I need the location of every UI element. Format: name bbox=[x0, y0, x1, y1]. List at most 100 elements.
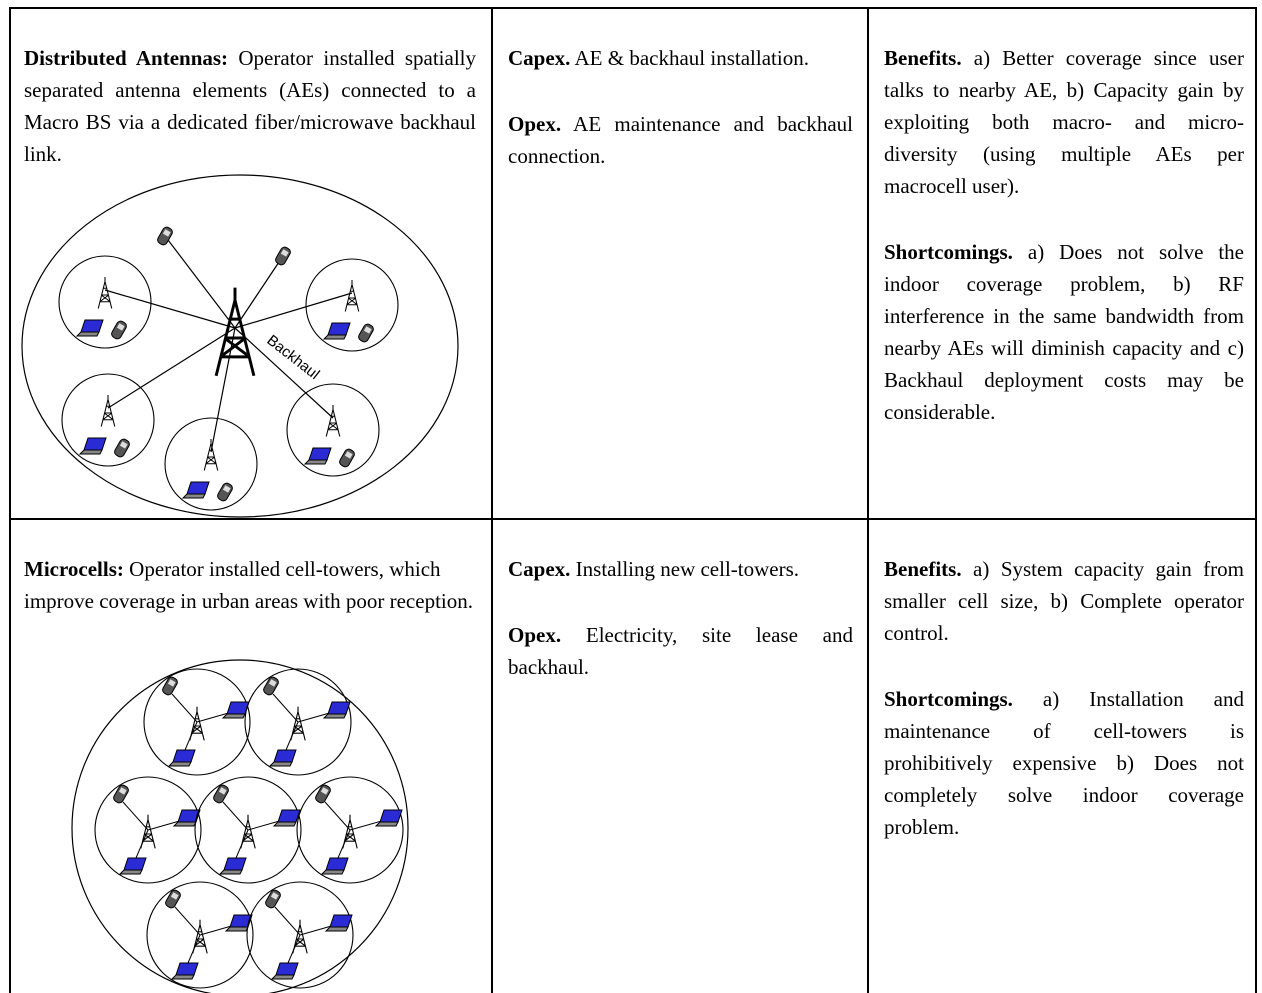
laptop-screen bbox=[273, 749, 297, 763]
link bbox=[297, 711, 334, 723]
macrocell bbox=[21, 174, 459, 518]
laptop-base bbox=[118, 869, 143, 875]
phone-screen bbox=[363, 326, 372, 334]
phone-body bbox=[339, 448, 355, 468]
text: AE maintenance and backhaul connection. bbox=[508, 112, 854, 168]
microcell bbox=[58, 255, 152, 349]
phone bbox=[339, 448, 355, 468]
tower-frame bbox=[325, 405, 341, 437]
tower bbox=[240, 814, 256, 849]
tower-frame bbox=[203, 439, 219, 471]
macrocell bbox=[71, 659, 409, 993]
heading: Opex. bbox=[508, 112, 562, 136]
link bbox=[247, 819, 284, 831]
laptop-base bbox=[167, 761, 192, 767]
phone bbox=[275, 246, 291, 266]
phone-body bbox=[275, 246, 291, 266]
tower bbox=[325, 405, 341, 437]
phone bbox=[111, 320, 127, 340]
laptop bbox=[118, 857, 147, 875]
tower bbox=[344, 280, 360, 312]
laptop bbox=[75, 319, 104, 337]
cell: Benefits. a) System capacity gain from s… bbox=[884, 553, 1244, 877]
laptop-screen bbox=[277, 809, 301, 823]
tower-frame bbox=[140, 814, 156, 849]
tower bbox=[192, 919, 208, 954]
laptop-screen bbox=[83, 437, 107, 451]
microcell bbox=[194, 776, 302, 884]
text: a) Does not solve the indoor coverage pr… bbox=[884, 240, 1244, 424]
phone-screen bbox=[167, 679, 176, 687]
microcell bbox=[164, 417, 258, 511]
link bbox=[147, 819, 184, 831]
laptop bbox=[181, 481, 210, 499]
tower-frame bbox=[97, 277, 113, 309]
text: a) Installation and maintenance of cell-… bbox=[884, 687, 1244, 839]
column-divider bbox=[491, 7, 493, 993]
text: Installing new cell-towers. bbox=[575, 557, 800, 581]
table-border bbox=[10, 7, 1257, 9]
text: Electricity, site lease and backhaul. bbox=[508, 623, 854, 679]
tower bbox=[290, 706, 306, 741]
link bbox=[349, 819, 386, 831]
link bbox=[104, 289, 236, 329]
laptop-base bbox=[172, 821, 197, 827]
tower-frame bbox=[344, 280, 360, 312]
laptop bbox=[270, 962, 299, 980]
phone-body bbox=[315, 784, 331, 804]
laptop-screen bbox=[223, 857, 247, 871]
table-border bbox=[9, 7, 11, 993]
tower-frame bbox=[214, 287, 256, 377]
phone-screen bbox=[270, 892, 279, 900]
link bbox=[324, 801, 351, 831]
laptop-base bbox=[320, 869, 345, 875]
row-divider bbox=[10, 518, 1257, 520]
laptop-base bbox=[170, 974, 195, 980]
tower bbox=[140, 814, 156, 849]
heading: Capex. bbox=[508, 46, 571, 70]
table-border bbox=[1255, 7, 1257, 993]
microcell bbox=[61, 373, 155, 467]
phone-body bbox=[263, 676, 279, 696]
laptop-screen bbox=[327, 701, 351, 715]
laptop bbox=[303, 447, 332, 465]
phone bbox=[162, 676, 178, 696]
laptop-base bbox=[268, 761, 293, 767]
microcell bbox=[143, 668, 251, 776]
laptop-screen bbox=[327, 322, 351, 336]
heading: Distributed Antennas: bbox=[24, 46, 229, 70]
text: Operator installed cell-towers, which im… bbox=[24, 557, 473, 613]
diagram-label: Backhaul bbox=[264, 332, 323, 383]
cell: Benefits. a) Better coverage since user … bbox=[884, 42, 1244, 462]
tower-frame bbox=[342, 814, 358, 849]
text: a) Better coverage since user talks to n… bbox=[884, 46, 1245, 198]
phone bbox=[358, 323, 374, 343]
tower-frame bbox=[100, 395, 116, 427]
heading: Benefits. bbox=[884, 46, 962, 70]
tower bbox=[189, 706, 205, 741]
phone bbox=[113, 784, 129, 804]
laptop bbox=[167, 749, 196, 767]
phone-screen bbox=[344, 451, 353, 459]
laptop-base bbox=[181, 493, 206, 499]
link bbox=[107, 327, 236, 409]
link bbox=[164, 235, 236, 329]
phone-screen bbox=[320, 787, 329, 795]
tower bbox=[292, 919, 308, 954]
tower-frame bbox=[240, 814, 256, 849]
phone-screen bbox=[119, 441, 128, 449]
laptop bbox=[322, 322, 351, 340]
phone-screen bbox=[268, 679, 277, 687]
laptop-screen bbox=[123, 857, 147, 871]
tower-frame bbox=[192, 919, 208, 954]
link bbox=[171, 693, 198, 723]
phone-body bbox=[358, 323, 374, 343]
phone-body bbox=[217, 482, 233, 502]
microcell bbox=[246, 881, 354, 989]
link bbox=[299, 924, 336, 936]
heading: Microcells: bbox=[24, 557, 124, 581]
laptop-base bbox=[270, 974, 295, 980]
laptop-base bbox=[324, 926, 349, 932]
laptop-base bbox=[303, 459, 328, 465]
